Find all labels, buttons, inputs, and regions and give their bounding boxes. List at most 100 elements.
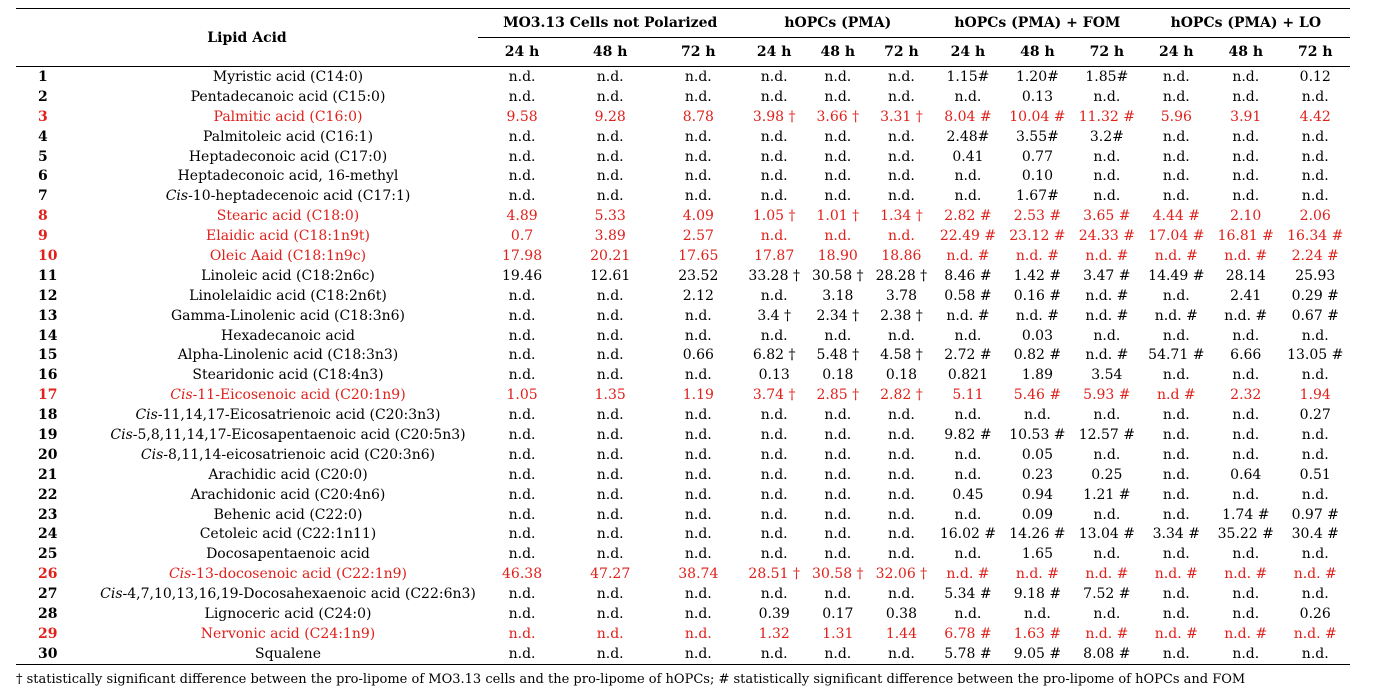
value-cell: n.d.: [596, 128, 624, 145]
value-cell: n.d.: [760, 188, 788, 205]
value-cell: n.d.: [1093, 148, 1121, 165]
value-cell: 1.89: [1021, 367, 1053, 384]
row-number: 5: [38, 148, 48, 165]
lipid-label: Oleic Aaid (C18:1n9c): [209, 247, 367, 264]
value-cell: n.d.: [596, 68, 624, 85]
value-cell: n.d.: [684, 426, 712, 443]
value-cell: n.d.: [684, 88, 712, 105]
table-row: 2 Pentadecanoic acid (C15:0) n.d. n.d. n.d. n…: [16, 87, 1350, 107]
value-cell: 3.78: [885, 287, 917, 304]
lipid-label: Arachidonic acid (C20:4n6): [190, 486, 386, 503]
row-number: 8: [38, 208, 48, 225]
value-cell: 0.17: [822, 605, 854, 622]
value-cell: n.d.: [742, 643, 806, 665]
value-cell: 0.45: [952, 486, 984, 503]
lipid-name: Cis-5,8,11,14,17-Eicosapentaenoic acid (…: [98, 425, 478, 445]
time-header: 48 h: [1211, 37, 1281, 67]
value-cell: n.d.: [887, 168, 915, 185]
lipid-label: Elaidic acid (C18:1n9t): [206, 228, 370, 245]
table-row: 6 Heptadeconoic acid, 16-methyl n.d. n.d. n.…: [16, 166, 1350, 186]
value-cell: 3.91: [1230, 108, 1262, 125]
lipid-label: -4,7,10,13,16,19-Docosahexaenoic acid (C…: [122, 586, 476, 603]
value-cell: n.d.: [1232, 148, 1260, 165]
lipid-label: -13-docosenoic acid (C22:1n9): [191, 566, 408, 583]
table-row: 19 Cis-5,8,11,14,17-Eicosapentaenoic acid…: [16, 425, 1350, 445]
table-row: 16 Stearidonic acid (C18:4n3) n.d. n.d. n.d.…: [16, 365, 1350, 385]
value-cell: 3.55#: [1015, 128, 1059, 145]
value-cell: 1.32: [758, 625, 790, 642]
value-cell: 28.14: [1225, 267, 1266, 284]
value-cell: n.d.: [684, 188, 712, 205]
value-cell: n.d.: [760, 586, 788, 603]
time-header: 48 h: [1002, 37, 1073, 67]
value-cell: n.d.: [1211, 643, 1281, 665]
value-cell: 17.98: [502, 247, 543, 264]
value-cell: n.d.: [1301, 168, 1329, 185]
value-cell: n.d.: [508, 446, 536, 463]
value-cell: n.d.: [887, 526, 915, 543]
value-cell: n.d.: [596, 148, 624, 165]
value-cell: n.d.: [1093, 168, 1121, 185]
value-cell: n.d.: [1162, 128, 1190, 145]
table-row: 18 Cis-11,14,17-Eicosatrienoic acid (C20:…: [16, 405, 1350, 425]
value-cell: n.d.: [684, 526, 712, 543]
value-cell: 0.58 #: [944, 287, 992, 304]
group-header: hOPCs (PMA) + FOM: [933, 8, 1142, 38]
value-cell: n.d.: [1162, 506, 1190, 523]
value-cell: 20.21: [590, 247, 631, 264]
value-cell: 47.27: [590, 566, 631, 583]
lipid-name: Pentadecanoic acid (C15:0): [98, 87, 478, 107]
table-row: 1 Myristic acid (C14:0) n.d. n.d. n.d. n.d. n.…: [16, 67, 1350, 87]
value-cell: n.d. #: [946, 307, 990, 324]
value-cell: n.d.: [684, 546, 712, 563]
value-cell: 6.66: [1230, 347, 1262, 364]
value-cell: n.d.: [824, 228, 852, 245]
value-cell: n.d.: [508, 546, 536, 563]
value-cell: n.d.: [596, 407, 624, 424]
table-row: 7 Cis-10-heptadecenoic acid (C17:1) n.d. n.…: [16, 186, 1350, 206]
value-cell: 2.34 †: [816, 307, 860, 324]
value-cell: n.d.: [596, 88, 624, 105]
value-cell: n.d.: [1301, 88, 1329, 105]
value-cell: 0.03: [1021, 327, 1053, 344]
value-cell: n.d.: [508, 168, 536, 185]
value-cell: 7.52 #: [1083, 586, 1131, 603]
row-number: 9: [38, 228, 48, 245]
value-cell: n.d.: [1232, 586, 1260, 603]
value-cell: 0.23: [1021, 466, 1053, 483]
lipid-name: Alpha-Linolenic acid (C18:3n3): [98, 345, 478, 365]
value-cell: n.d.: [596, 546, 624, 563]
value-cell: 1.44: [885, 625, 917, 642]
lipid-label: Arachidic acid (C20:0): [208, 466, 368, 483]
value-cell: 6.78 #: [944, 625, 992, 642]
value-cell: n.d.: [1162, 327, 1190, 344]
time-header: 72 h: [654, 37, 743, 67]
value-cell: n.d.: [824, 526, 852, 543]
row-number: 12: [38, 287, 58, 304]
value-cell: n.d.: [508, 188, 536, 205]
value-cell: 2.85 †: [816, 387, 860, 404]
value-cell: n.d.: [1162, 68, 1190, 85]
value-cell: 0.64: [1230, 466, 1262, 483]
value-cell: 0.97 #: [1291, 506, 1339, 523]
value-cell: n.d.: [478, 643, 567, 665]
value-cell: n.d.: [760, 68, 788, 85]
value-cell: 17.65: [678, 247, 719, 264]
value-cell: 2.82 #: [944, 208, 992, 225]
lipid-label: Squalene: [255, 645, 321, 662]
value-cell: n.d.: [1232, 367, 1260, 384]
value-cell: n.d.: [508, 307, 536, 324]
value-cell: n.d.: [954, 407, 982, 424]
lipid-label: Lignoceric acid (C24:0): [204, 605, 372, 622]
value-cell: n.d.: [508, 506, 536, 523]
value-cell: 3.4 †: [757, 307, 792, 324]
value-cell: n.d. #: [1085, 566, 1129, 583]
value-cell: n.d. #: [1015, 247, 1059, 264]
value-cell: n.d.: [887, 586, 915, 603]
value-cell: 0.66: [682, 347, 714, 364]
row-number: 20: [38, 446, 58, 463]
value-cell: 2.72 #: [944, 347, 992, 364]
value-cell: n.d.: [887, 466, 915, 483]
value-cell: n.d.: [684, 407, 712, 424]
value-cell: 1.21 #: [1083, 486, 1131, 503]
